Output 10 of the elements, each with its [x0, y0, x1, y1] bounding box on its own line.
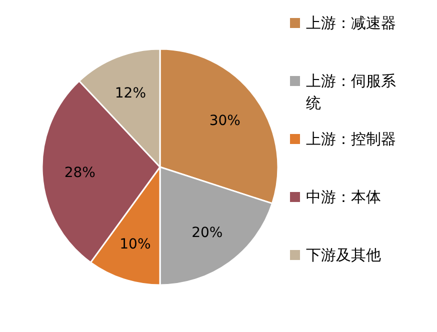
data-label: 30% — [209, 112, 240, 129]
data-label: 28% — [64, 165, 96, 182]
legend-label: 中游：本体 — [306, 188, 381, 206]
legend-label: 上游：控制器 — [306, 130, 396, 148]
legend-label: 上游：减速器 — [306, 14, 396, 32]
legend-label: 上游：伺服系统 — [306, 72, 396, 112]
legend-label: 下游及其他 — [306, 246, 381, 264]
data-label: 10% — [120, 236, 151, 252]
data-label: 20% — [192, 224, 223, 241]
data-label: 12% — [114, 85, 146, 102]
